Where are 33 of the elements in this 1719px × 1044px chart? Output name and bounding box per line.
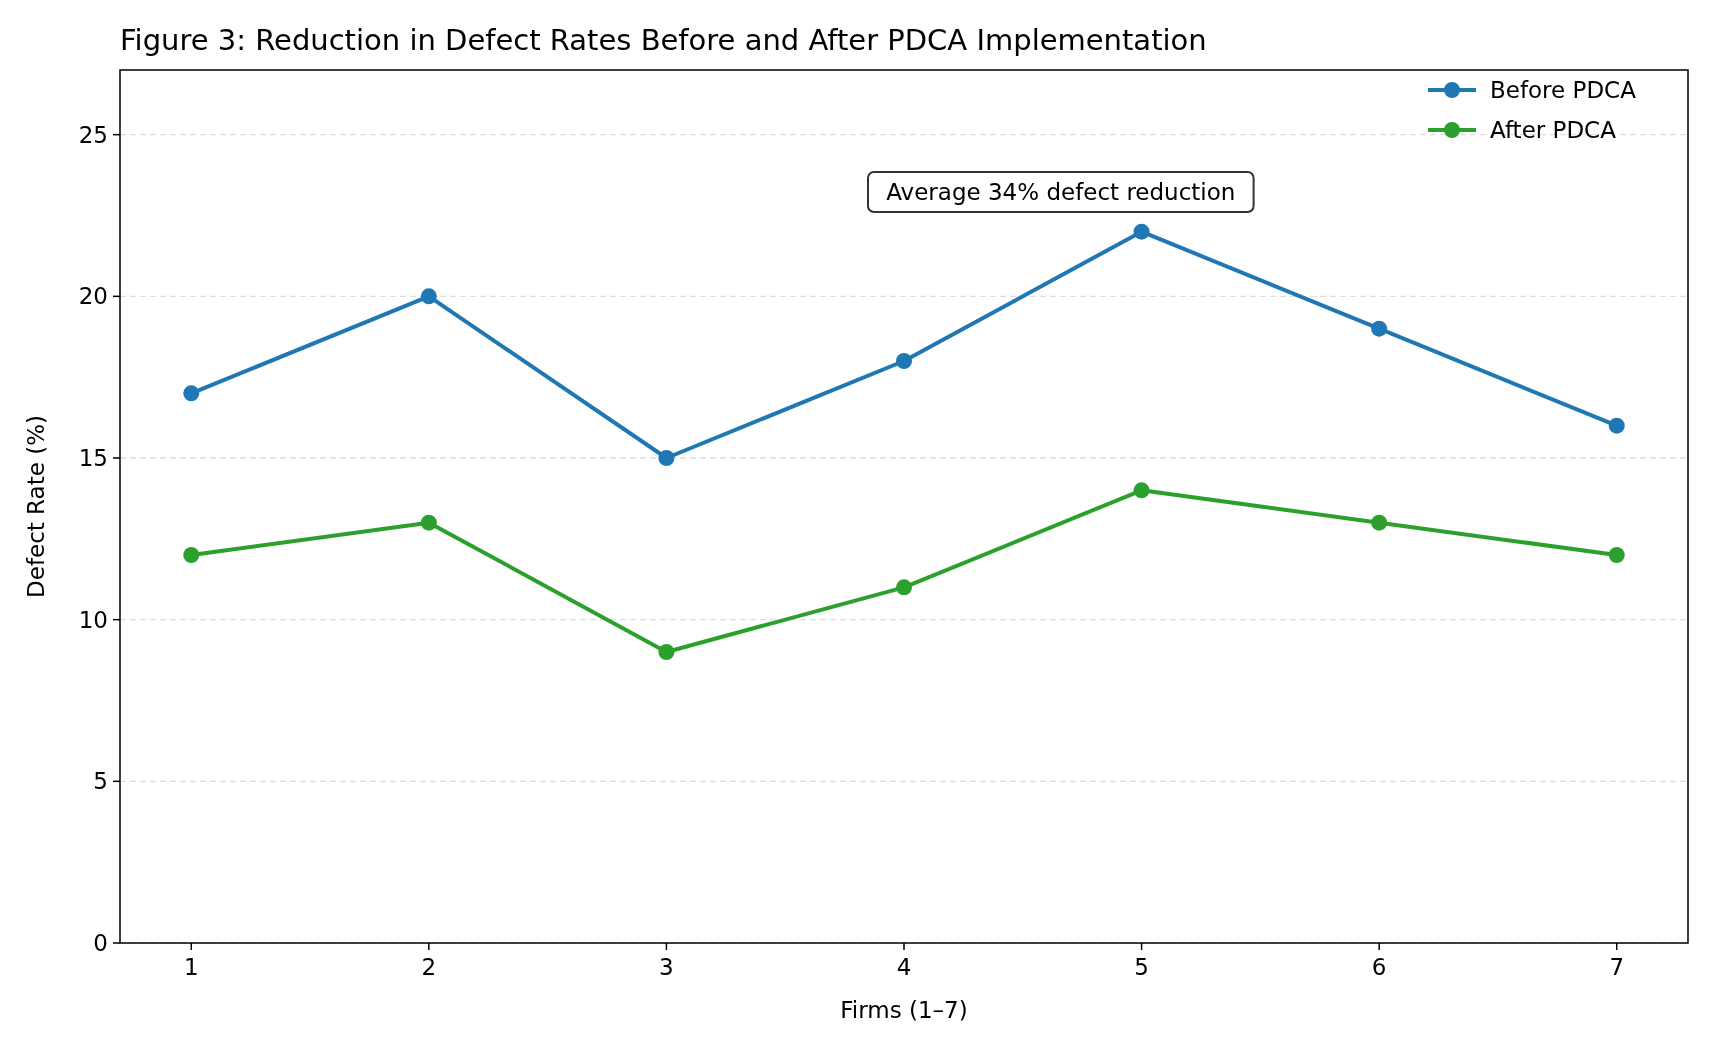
point xyxy=(420,514,437,531)
x-axis-title: Firms (1–7) xyxy=(840,997,968,1023)
legend-label: After PDCA xyxy=(1490,117,1617,143)
point xyxy=(183,385,200,402)
point xyxy=(896,579,912,596)
point xyxy=(1608,417,1625,434)
legend-label: Before PDCA xyxy=(1490,77,1637,103)
y-tick-label: 20 xyxy=(78,283,108,310)
point xyxy=(1371,320,1388,337)
point xyxy=(896,353,912,369)
y-tick-label: 15 xyxy=(78,445,108,471)
point xyxy=(1608,547,1625,563)
x-tick-label: 7 xyxy=(1609,954,1625,980)
y-tick-label: 10 xyxy=(78,606,108,633)
x-tick-label: 3 xyxy=(659,954,674,980)
point xyxy=(1133,223,1150,240)
point xyxy=(658,450,675,466)
y-tick-label: 0 xyxy=(93,930,108,956)
y-tick-label: 5 xyxy=(93,768,108,795)
annotation: Average 34% defect reduction xyxy=(886,179,1236,205)
point xyxy=(1371,514,1388,531)
x-tick-label: 2 xyxy=(421,954,437,980)
x-tick-label: 6 xyxy=(1371,954,1387,980)
point xyxy=(1133,482,1150,499)
point xyxy=(183,547,200,563)
x-tick-label: 5 xyxy=(1134,954,1149,980)
point xyxy=(420,288,437,305)
y-tick-label: 25 xyxy=(78,121,108,148)
x-tick-label: 4 xyxy=(896,954,912,980)
chart-title: Figure 3: Reduction in Defect Rates Before and After PDCA Implementation xyxy=(120,23,1207,57)
x-tick-label: 1 xyxy=(183,954,199,980)
point xyxy=(658,644,675,660)
y-axis-title: Defect Rate (%) xyxy=(23,415,49,598)
